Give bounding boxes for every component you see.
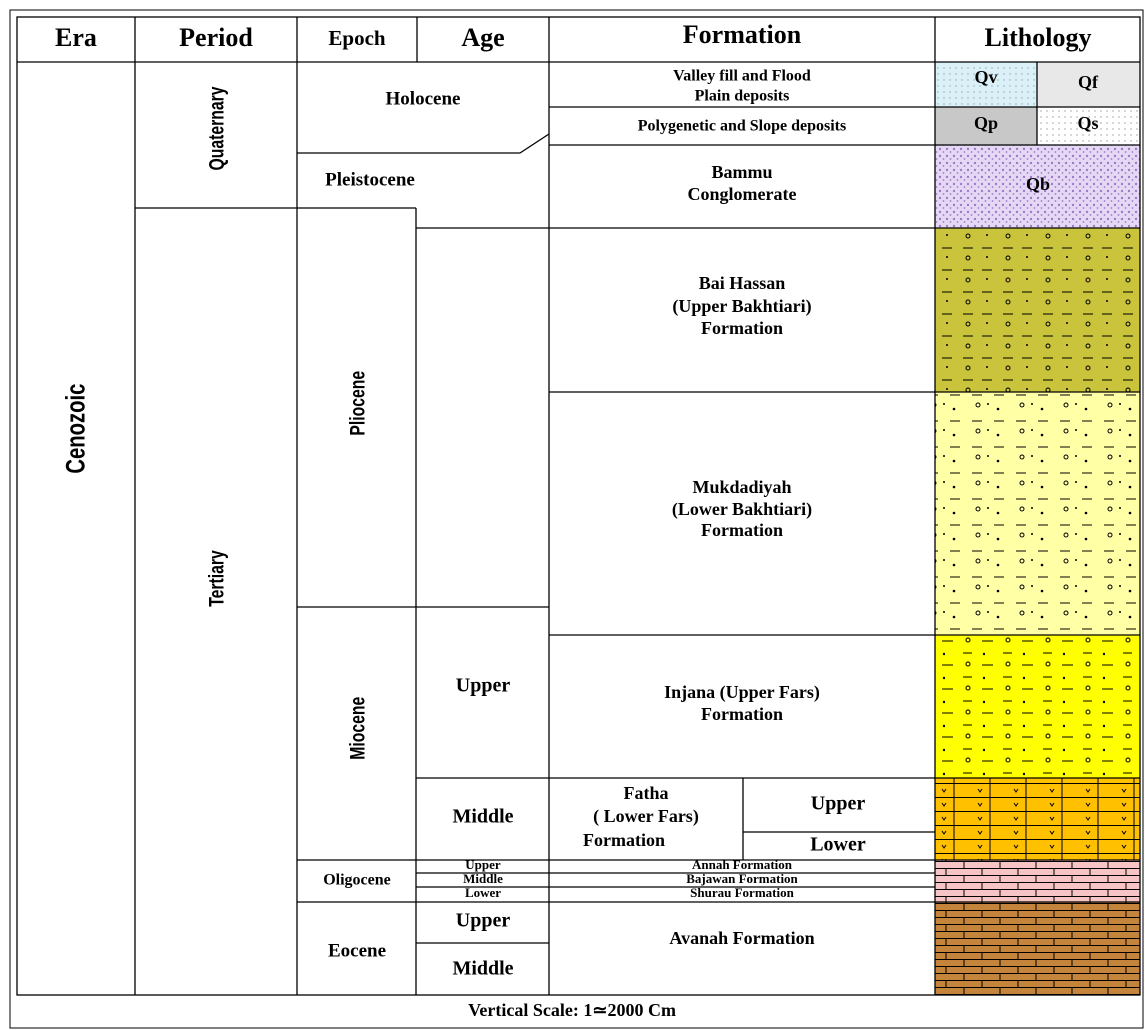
lithology-fills-rect	[935, 902, 1140, 995]
lithology-fills-rect	[935, 778, 1140, 860]
table-lines	[9, 9, 1144, 1029]
lithology-labels-text: Qb	[1026, 174, 1050, 194]
formations: Valley fill and Flood Plain deposits Pol…	[583, 68, 866, 948]
lithology-fills-rect	[1037, 62, 1140, 107]
lithology-labels-text: Qp	[974, 113, 998, 133]
ages-text: Upper	[465, 857, 501, 872]
ages: Upper Middle Upper Middle Lower Upper Mi…	[452, 675, 513, 980]
era-periods: Cenozoic Quaternary Tertiary	[61, 86, 229, 607]
formations-text: Formation	[701, 520, 783, 540]
formations-text: Upper	[811, 793, 866, 815]
lithology-fills-rect	[935, 145, 1140, 228]
footer-scale: Vertical Scale: 1≃2000 Cm	[468, 1000, 676, 1020]
headers-text: Formation	[683, 20, 802, 49]
formations-text: Bajawan Formation	[686, 871, 798, 886]
epochs-text: Eocene	[328, 940, 386, 961]
epochs-text: Pleistocene	[325, 169, 415, 190]
table-lines-rect	[9, 9, 1144, 1029]
formations-text: Formation	[583, 830, 665, 850]
era-periods-text: Quaternary	[205, 86, 229, 171]
lithology-fills-rect	[935, 635, 1140, 778]
formations-text: Formation	[701, 704, 783, 724]
formations-text: Avanah Formation	[669, 928, 814, 948]
lithology-labels-text: Qs	[1077, 113, 1098, 133]
headers-text: Age	[461, 23, 504, 52]
formations-text: Valley fill and Flood	[673, 68, 811, 85]
table-lines-rect	[16, 16, 1141, 996]
lithology-fills-rect	[935, 860, 1140, 902]
formations-text: Mukdadiyah	[692, 477, 791, 497]
epochs-text: Holocene	[386, 88, 461, 109]
headers-text: Era	[55, 23, 97, 52]
ages-text: Middle	[452, 958, 513, 980]
formations-text: Bammu	[711, 162, 772, 182]
ages-text: Middle	[463, 871, 503, 886]
formations-text: Plain deposits	[695, 88, 790, 105]
formations-text: Conglomerate	[688, 184, 797, 204]
lithology-fills-rect	[935, 107, 1037, 145]
formations-text: (Upper Bakhtiari)	[672, 296, 811, 317]
era-periods-text: Tertiary	[205, 550, 229, 607]
formations-text: Shurau Formation	[690, 885, 794, 900]
formations-text: ( Lower Fars)	[593, 806, 699, 827]
headers: Era Period Epoch Age Formation Lithology	[55, 20, 1091, 52]
era-periods-text: Cenozoic	[61, 384, 92, 474]
epochs-text: Miocene	[345, 697, 369, 760]
headers-text: Period	[179, 23, 253, 52]
formations-text: (Lower Bakhtiari)	[672, 499, 812, 520]
formations-text: Fatha	[624, 783, 669, 803]
lithology-fills	[935, 62, 1140, 995]
ages-text: Upper	[456, 675, 511, 697]
formations-text: Lower	[810, 834, 866, 856]
headers-text: Epoch	[328, 26, 386, 50]
epochs-text: Pliocene	[345, 371, 369, 436]
lithology-labels-text: Qv	[974, 67, 997, 87]
lithology-fills-rect	[935, 392, 1140, 635]
formations-text: Bai Hassan	[699, 273, 786, 293]
epochs: Holocene Pleistocene Pliocene Miocene Ol…	[323, 88, 460, 961]
ages-text: Middle	[452, 806, 513, 828]
lithology-labels: Qv Qf Qp Qs Qb	[974, 67, 1099, 194]
lithology-fills-rect	[935, 62, 1037, 107]
lithology-fills-rect	[1037, 107, 1140, 145]
headers-text: Lithology	[985, 23, 1092, 52]
ages-text: Upper	[456, 910, 511, 932]
formations-text: Polygenetic and Slope deposits	[638, 118, 846, 135]
formations-text: Formation	[701, 318, 783, 338]
table-lines-path	[297, 133, 550, 154]
lithology-fills-rect	[935, 228, 1140, 392]
formations-text: Injana (Upper Fars)	[664, 682, 820, 703]
ages-text: Lower	[465, 885, 501, 900]
lithology-labels-text: Qf	[1078, 72, 1099, 92]
epochs-text: Oligocene	[323, 872, 391, 889]
formations-text: Annah Formation	[692, 857, 793, 872]
